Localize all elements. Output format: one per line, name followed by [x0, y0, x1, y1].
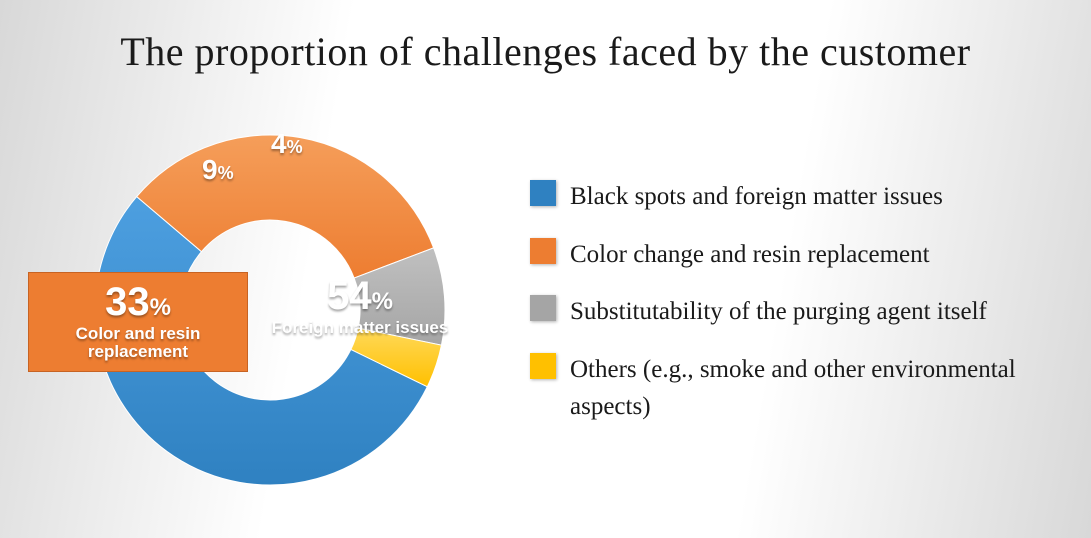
legend-label: Black spots and foreign matter issues	[570, 178, 943, 216]
legend: Black spots and foreign matter issues Co…	[530, 178, 1050, 446]
gray-pct-unit: %	[218, 163, 234, 183]
callout-foreign-matter: 54% Foreign matter issues	[270, 275, 450, 337]
callout-orange-unit: %	[150, 294, 171, 321]
legend-label: Color change and resin replacement	[570, 236, 930, 274]
callout-orange-pct: 33	[105, 280, 150, 324]
legend-label: Substitutability of the purging agent it…	[570, 293, 987, 331]
legend-item: Others (e.g., smoke and other environmen…	[530, 351, 1050, 426]
gray-pct-num: 9	[202, 154, 218, 185]
legend-swatch	[530, 238, 556, 264]
legend-swatch	[530, 180, 556, 206]
legend-label: Others (e.g., smoke and other environmen…	[570, 351, 1050, 426]
chart-title: The proportion of challenges faced by th…	[0, 0, 1091, 75]
callout-color-resin: 33% Color and resin replacement	[28, 272, 248, 372]
callout-orange-sub: Color and resin replacement	[39, 325, 237, 361]
callout-blue-pct: 54	[327, 274, 372, 318]
callout-gray-pct: 9%	[202, 154, 234, 186]
legend-item: Black spots and foreign matter issues	[530, 178, 1050, 216]
donut-chart: 54% Foreign matter issues 33% Color and …	[70, 110, 470, 510]
legend-item: Substitutability of the purging agent it…	[530, 293, 1050, 331]
legend-item: Color change and resin replacement	[530, 236, 1050, 274]
legend-swatch	[530, 295, 556, 321]
callout-blue-sub: Foreign matter issues	[270, 319, 450, 337]
yellow-pct-num: 4	[271, 128, 287, 159]
callout-yellow-pct: 4%	[271, 128, 303, 160]
callout-blue-unit: %	[372, 288, 393, 315]
legend-swatch	[530, 353, 556, 379]
yellow-pct-unit: %	[287, 137, 303, 157]
